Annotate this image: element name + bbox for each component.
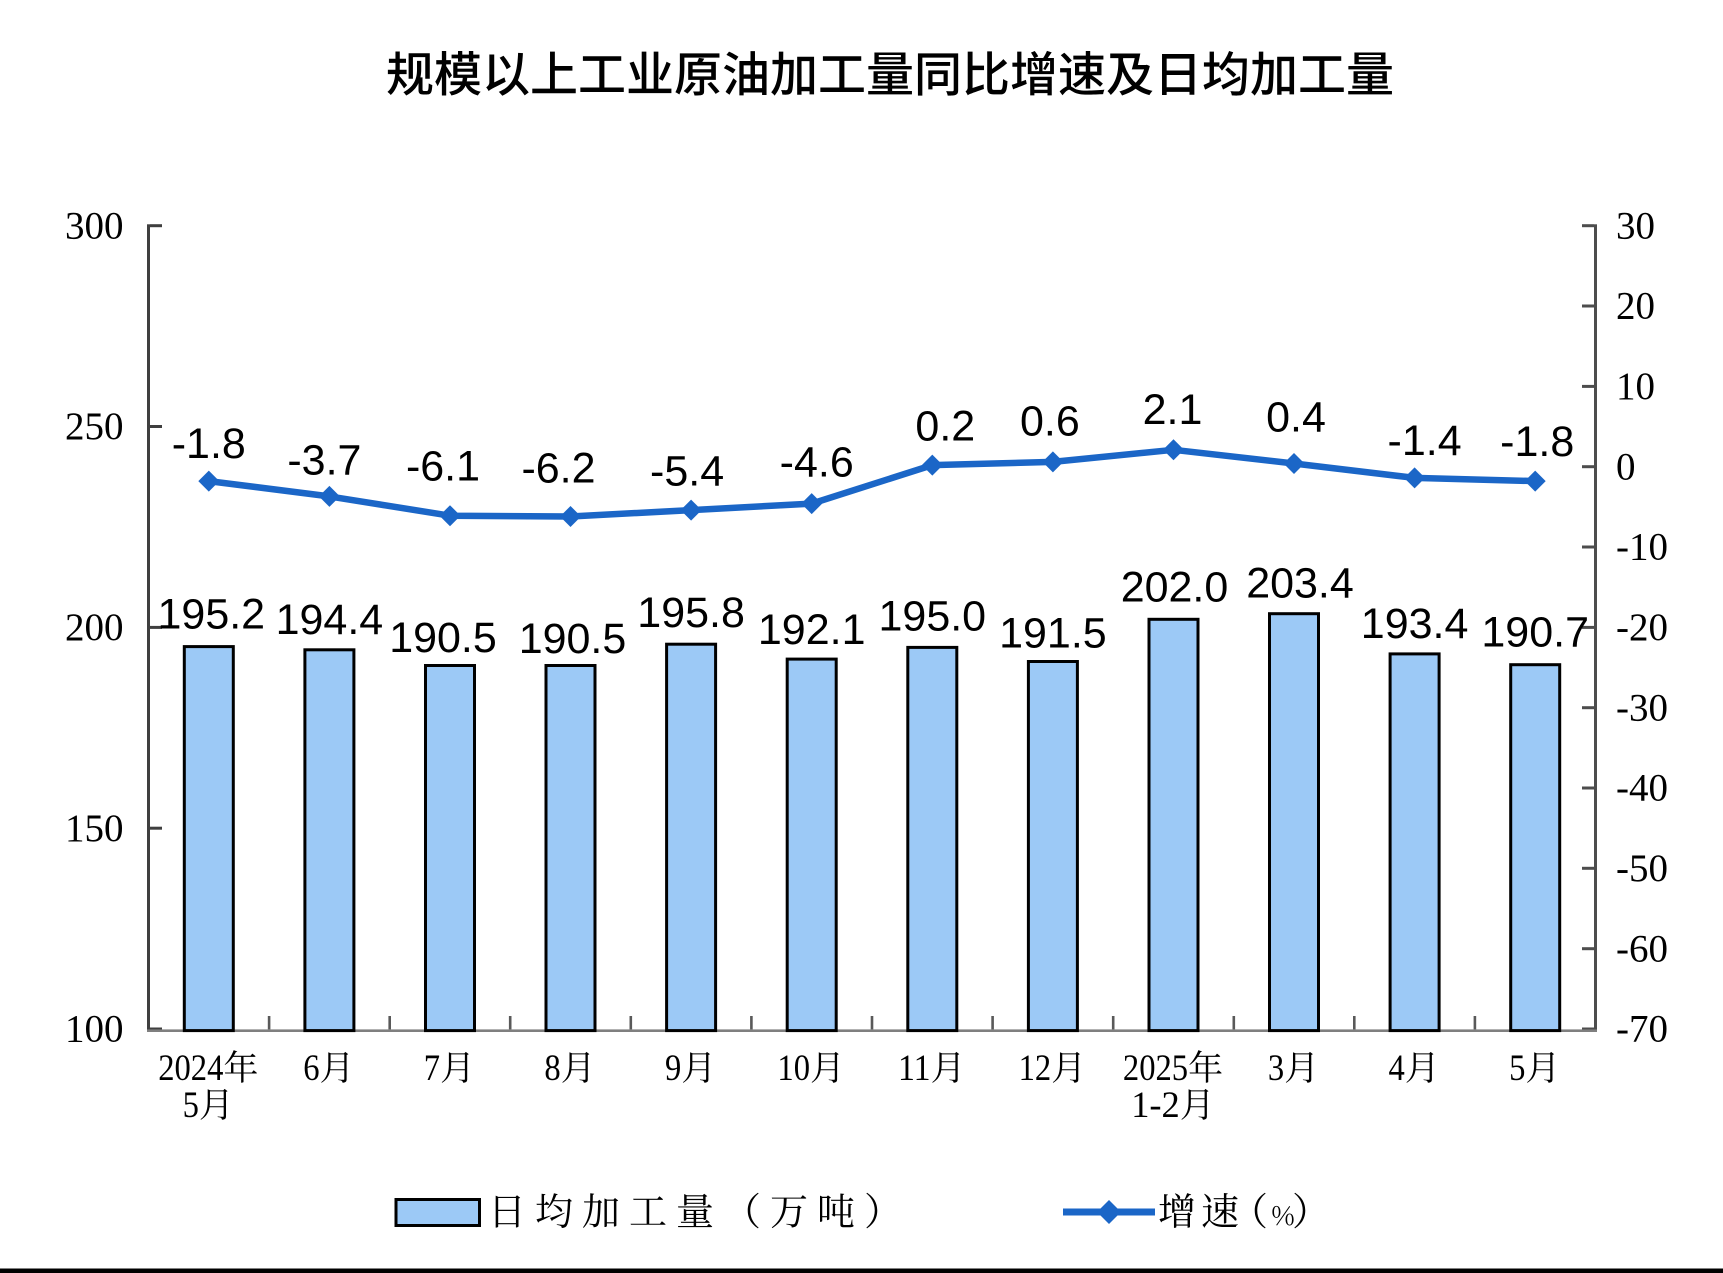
svg-text:100: 100	[65, 1008, 124, 1051]
svg-text:-5.4: -5.4	[650, 448, 724, 496]
svg-text:10: 10	[1616, 365, 1655, 408]
svg-text:9: 9	[665, 1048, 681, 1089]
svg-text:11: 11	[898, 1048, 931, 1089]
svg-text:-6.1: -6.1	[406, 443, 480, 491]
svg-text:-1.4: -1.4	[1388, 417, 1462, 465]
svg-text:194.4: 194.4	[276, 596, 384, 644]
svg-text:300: 300	[65, 204, 124, 247]
svg-text:-3.7: -3.7	[287, 436, 361, 484]
svg-text:1-2: 1-2	[1131, 1085, 1180, 1126]
svg-text:0.2: 0.2	[915, 403, 975, 451]
svg-text:10: 10	[777, 1048, 810, 1089]
svg-text:191.5: 191.5	[999, 610, 1107, 658]
svg-text:-1.8: -1.8	[1500, 418, 1574, 466]
svg-text:5: 5	[183, 1085, 199, 1126]
svg-text:-60: -60	[1616, 927, 1668, 970]
svg-text:193.4: 193.4	[1361, 600, 1469, 648]
svg-text:-4.6: -4.6	[780, 439, 854, 487]
svg-text:202.0: 202.0	[1121, 563, 1229, 611]
svg-text:203.4: 203.4	[1246, 560, 1354, 608]
svg-text:12: 12	[1019, 1048, 1052, 1089]
svg-text:0.4: 0.4	[1266, 394, 1326, 442]
svg-text:200: 200	[65, 606, 124, 649]
svg-text:190.5: 190.5	[389, 614, 497, 662]
svg-text:0: 0	[1616, 445, 1636, 488]
svg-text:-10: -10	[1616, 526, 1668, 569]
svg-text:190.7: 190.7	[1481, 609, 1589, 657]
svg-text:30: 30	[1616, 204, 1655, 247]
svg-text:195.8: 195.8	[637, 589, 745, 637]
svg-text:5: 5	[1509, 1048, 1525, 1089]
svg-text:-6.2: -6.2	[521, 445, 595, 493]
svg-text:250: 250	[65, 405, 124, 448]
svg-text:8: 8	[544, 1048, 560, 1089]
svg-text:-40: -40	[1616, 767, 1668, 810]
svg-text:150: 150	[65, 807, 124, 850]
svg-text:190.5: 190.5	[519, 615, 627, 663]
svg-text:-50: -50	[1616, 847, 1668, 890]
svg-text:0.6: 0.6	[1020, 397, 1080, 445]
svg-text:2.1: 2.1	[1143, 386, 1203, 434]
svg-text:-20: -20	[1616, 606, 1668, 649]
svg-text:-30: -30	[1616, 686, 1668, 729]
svg-text:4: 4	[1389, 1048, 1405, 1089]
svg-text:2024: 2024	[158, 1048, 223, 1089]
svg-text:7: 7	[424, 1048, 440, 1089]
svg-text:192.1: 192.1	[758, 606, 866, 654]
svg-text:20: 20	[1616, 285, 1655, 328]
svg-text:195.2: 195.2	[157, 591, 265, 639]
svg-text:3: 3	[1268, 1048, 1284, 1089]
svg-text:195.0: 195.0	[878, 592, 986, 640]
svg-text:-1.8: -1.8	[172, 420, 246, 468]
svg-text:6: 6	[303, 1048, 319, 1089]
svg-text:-70: -70	[1616, 1008, 1668, 1051]
svg-text:2025: 2025	[1123, 1048, 1188, 1089]
